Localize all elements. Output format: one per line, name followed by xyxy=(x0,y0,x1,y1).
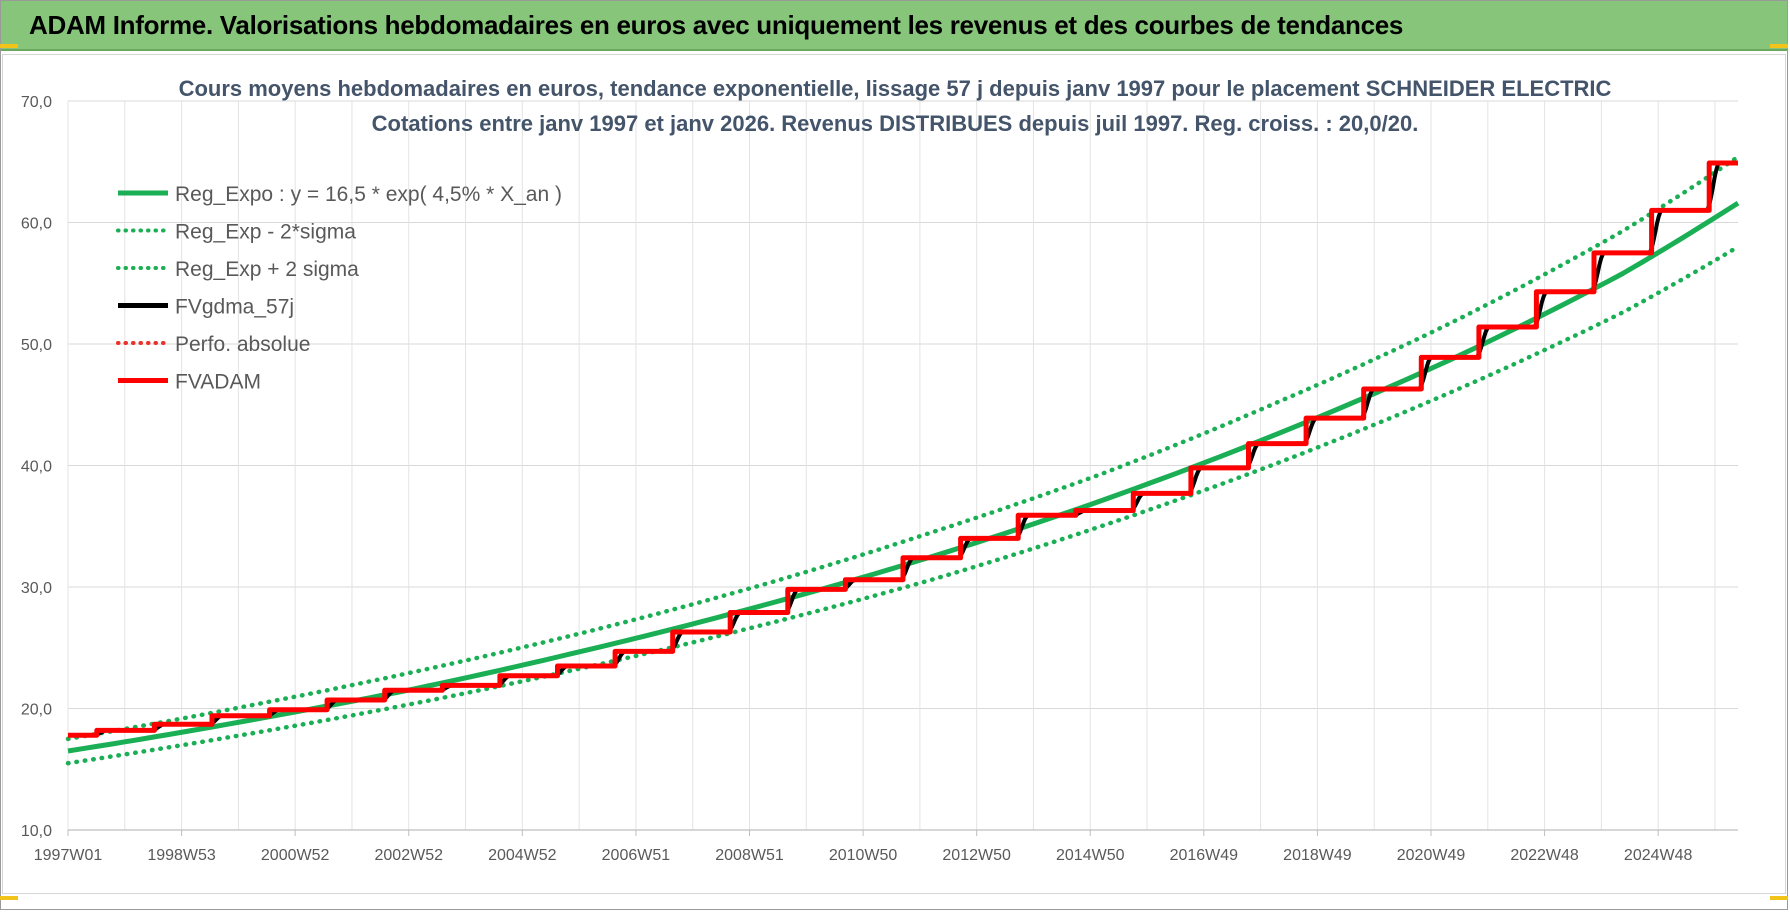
corner-accent-top-left xyxy=(0,44,18,48)
series-line-1 xyxy=(65,244,1741,766)
x-tick-label: 2024W48 xyxy=(1624,847,1693,864)
x-tick-label: 2006W51 xyxy=(602,847,671,864)
series-layer xyxy=(65,154,1741,766)
banner-title: ADAM Informe. Valorisations hebdomadaire… xyxy=(29,10,1404,40)
axis-layer: 10,0 20,0 30,0 40,0 50,0 60,0 70,0 1997W01 1998W… xyxy=(21,94,1738,864)
x-tick-label: 2000W52 xyxy=(261,847,330,864)
legend-label-3: FVgdma_57j xyxy=(175,296,294,319)
legend-label-0: Reg_Expo : y = 16,5 * exp( 4,5% * X_an ) xyxy=(175,183,562,206)
y-tick-label: 60,0 xyxy=(21,216,52,233)
chart-title: Cours moyens hebdomadaires en euros, ten… xyxy=(179,76,1612,101)
series-line-2 xyxy=(65,154,1741,742)
legend-label-2: Reg_Exp + 2 sigma xyxy=(175,258,359,281)
legend-layer: Reg_Expo : y = 16,5 * exp( 4,5% * X_an )… xyxy=(116,183,562,394)
chart-area xyxy=(2,54,1786,894)
y-tick-label: 30,0 xyxy=(21,580,52,597)
x-tick-label: 1997W01 xyxy=(34,847,103,864)
x-tick-label: 2014W50 xyxy=(1056,847,1125,864)
corner-accent-top-right xyxy=(1770,44,1788,48)
y-tick-label: 20,0 xyxy=(21,702,52,719)
x-tick-label: 1998W53 xyxy=(147,847,216,864)
x-tick-label: 2022W48 xyxy=(1510,847,1579,864)
header-banner: ADAM Informe. Valorisations hebdomadaire… xyxy=(1,1,1787,51)
x-tick-label: 2002W52 xyxy=(375,847,444,864)
x-tick-label: 2008W51 xyxy=(715,847,784,864)
chart-subtitle: Cotations entre janv 1997 et janv 2026. … xyxy=(372,111,1419,136)
legend-label-5: FVADAM xyxy=(175,371,261,394)
legend-label-4: Perfo. absolue xyxy=(175,333,310,356)
corner-accent-bottom-right xyxy=(1770,896,1788,900)
x-tick-label: 2010W50 xyxy=(829,847,898,864)
y-tick-label: 70,0 xyxy=(21,94,52,111)
legend-label-1: Reg_Exp - 2*sigma xyxy=(175,221,356,244)
x-tick-label: 2012W50 xyxy=(942,847,1011,864)
y-tick-label: 50,0 xyxy=(21,337,52,354)
x-tick-label: 2018W49 xyxy=(1283,847,1352,864)
y-tick-label: 10,0 xyxy=(21,823,52,840)
y-tick-label: 40,0 xyxy=(21,459,52,476)
x-tick-label: 2004W52 xyxy=(488,847,557,864)
x-tick-label: 2016W49 xyxy=(1170,847,1239,864)
corner-accent-bottom-left xyxy=(0,896,18,900)
series-line-5 xyxy=(68,160,1738,738)
x-tick-label: 2020W49 xyxy=(1397,847,1466,864)
